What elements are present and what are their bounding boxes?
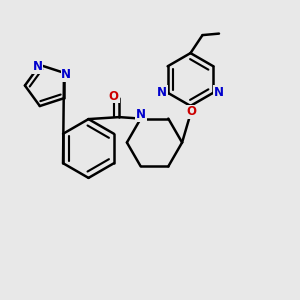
Text: O: O [187, 105, 197, 119]
Text: N: N [157, 86, 167, 99]
Text: N: N [32, 60, 42, 73]
Text: O: O [109, 90, 119, 103]
Text: N: N [136, 109, 146, 122]
Text: N: N [61, 68, 71, 81]
Text: N: N [214, 86, 224, 99]
